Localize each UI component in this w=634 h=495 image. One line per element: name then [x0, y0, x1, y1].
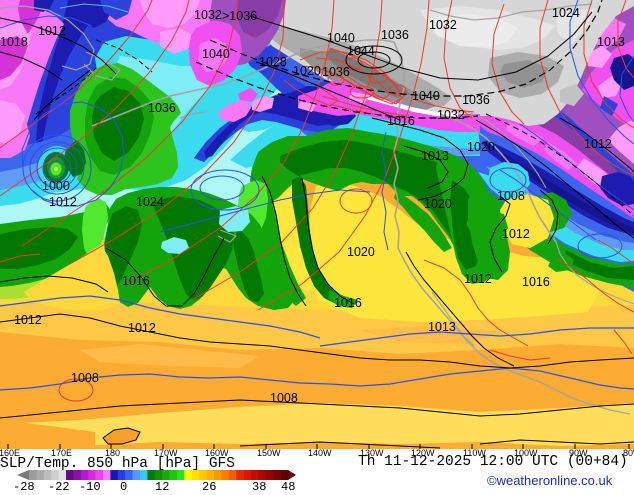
svg-text:160E: 160E [0, 448, 20, 458]
svg-text:1020: 1020 [347, 245, 375, 259]
svg-text:1036: 1036 [462, 93, 490, 107]
svg-text:170W: 170W [154, 448, 178, 458]
svg-text:170E: 170E [51, 448, 72, 458]
svg-text:Th 11-12-2025 12:00 UTC (00+84: Th 11-12-2025 12:00 UTC (00+84) [358, 454, 628, 470]
svg-text:1020: 1020 [424, 197, 452, 211]
svg-text:130W: 130W [360, 448, 384, 458]
svg-text:1036: 1036 [381, 28, 409, 42]
svg-text:48: 48 [281, 480, 295, 490]
svg-text:1012: 1012 [38, 24, 66, 38]
svg-text:1008: 1008 [71, 371, 99, 385]
svg-text:>1036: >1036 [222, 9, 257, 23]
svg-text:1024: 1024 [136, 195, 164, 209]
svg-text:1008: 1008 [497, 189, 525, 203]
svg-text:1032: 1032 [437, 108, 465, 122]
svg-text:1032: 1032 [429, 18, 457, 32]
svg-text:1036: 1036 [322, 65, 350, 79]
svg-text:180: 180 [105, 448, 120, 458]
svg-text:1008: 1008 [270, 391, 298, 405]
svg-text:90W: 90W [569, 448, 588, 458]
svg-text:12: 12 [155, 480, 169, 490]
svg-text:1036: 1036 [148, 101, 176, 115]
svg-text:1013: 1013 [428, 320, 456, 334]
svg-text:1040: 1040 [202, 47, 230, 61]
svg-text:1044: 1044 [347, 44, 375, 58]
svg-text:-28: -28 [13, 480, 35, 490]
svg-text:38: 38 [252, 480, 266, 490]
svg-text:0: 0 [120, 480, 127, 490]
svg-text:1012: 1012 [464, 272, 492, 286]
svg-text:1012: 1012 [14, 313, 42, 327]
svg-text:120W: 120W [411, 448, 435, 458]
svg-text:1012: 1012 [128, 321, 156, 335]
svg-text:1013: 1013 [421, 149, 449, 163]
svg-text:-22: -22 [48, 480, 70, 490]
svg-text:26: 26 [202, 480, 216, 490]
svg-text:1012: 1012 [502, 227, 530, 241]
svg-text:80W: 80W [623, 448, 634, 458]
svg-text:140W: 140W [308, 448, 332, 458]
svg-text:©weatheronline.co.uk: ©weatheronline.co.uk [487, 473, 613, 488]
svg-text:1018: 1018 [0, 35, 28, 49]
svg-text:1013: 1013 [597, 35, 625, 49]
svg-text:1028: 1028 [259, 55, 287, 69]
svg-text:1016: 1016 [522, 275, 550, 289]
svg-text:160W: 160W [205, 448, 229, 458]
svg-text:1020: 1020 [293, 64, 321, 78]
svg-text:1024: 1024 [552, 6, 580, 20]
svg-text:1020: 1020 [467, 140, 495, 154]
svg-text:1040: 1040 [327, 31, 355, 45]
svg-text:100W: 100W [514, 448, 538, 458]
svg-text:1016: 1016 [334, 296, 362, 310]
svg-text:1012: 1012 [584, 137, 612, 151]
svg-text:1000: 1000 [42, 179, 70, 193]
svg-text:1040: 1040 [412, 89, 440, 103]
svg-text:110W: 110W [463, 448, 486, 458]
svg-text:1032: 1032 [194, 8, 222, 22]
svg-text:SLP/Temp. 850 hPa [hPa] GFS: SLP/Temp. 850 hPa [hPa] GFS [0, 456, 235, 472]
svg-text:1012: 1012 [49, 195, 77, 209]
svg-text:-10: -10 [79, 480, 101, 490]
svg-text:150W: 150W [257, 448, 281, 458]
svg-text:1016: 1016 [387, 114, 415, 128]
svg-text:1016: 1016 [122, 274, 150, 288]
